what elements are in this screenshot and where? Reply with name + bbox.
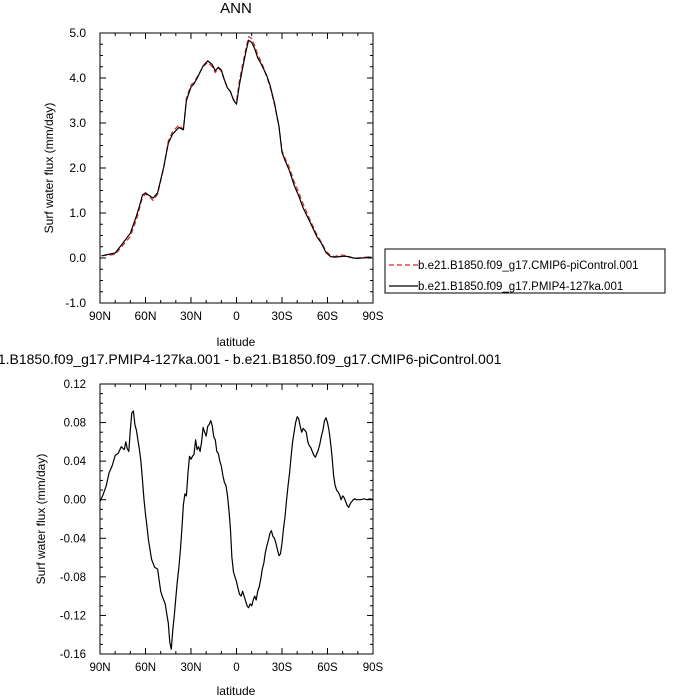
bottom-axis-ticks (99, 383, 374, 655)
top-x-tick-label: 60S (317, 309, 338, 323)
bottom-y-tick-label: -0.04 (60, 533, 87, 545)
bottom-chart-panel: b.e21.B1850.f09_g17.PMIP4-127ka.001 - b.… (0, 351, 502, 698)
bottom-chart-title: b.e21.B1850.f09_g17.PMIP4-127ka.001 - b.… (0, 351, 502, 367)
top-y-tick-label: 1.0 (69, 206, 86, 220)
bottom-series-line-0 (99, 410, 374, 650)
top-axis-ticks (99, 32, 374, 304)
top-x-tick-label: 30S (271, 309, 292, 323)
top-series-line-1 (101, 39, 372, 259)
bottom-y-tick-label: 0.08 (64, 418, 86, 430)
bottom-x-tick-label: 90S (363, 662, 384, 674)
top-y-tick-label: 3.0 (69, 116, 86, 130)
top-y-tick-label: 4.0 (69, 71, 86, 85)
bottom-y-tick-label: 0.00 (64, 495, 86, 507)
legend-label-picontrol: b.e21.B1850.f09_g17.CMIP6-piControl.001 (418, 260, 639, 272)
legend-box (384, 248, 666, 294)
top-plot-frame (99, 32, 374, 304)
bottom-y-tick-label: -0.12 (60, 610, 86, 622)
bottom-plot-frame (99, 383, 374, 655)
top-x-tick-label: 90S (362, 309, 383, 323)
bottom-y-axis-label: Surf water flux (mm/day) (34, 454, 48, 585)
bottom-x-tick-label: 0 (233, 662, 239, 674)
top-y-tick-label: -1.0 (65, 296, 86, 310)
bottom-y-tick-label: 0.04 (64, 456, 87, 468)
top-x-tick-label: 0 (233, 309, 240, 323)
top-chart-title: ANN (220, 0, 252, 17)
top-x-tick-label: 30N (180, 309, 202, 323)
top-x-tick-label: 60N (134, 309, 156, 323)
top-y-tick-label: 0.0 (69, 251, 86, 265)
top-axis-tick-labels: 90N 60N 30N 0 30S 60S 90S -1.0 0.0 1.0 2.0 3.0 4.0 5.… (65, 26, 383, 323)
top-chart-panel: ANN Surf water flux (mm/day) latitude 90… (42, 0, 666, 349)
top-x-axis-label: latitude (217, 335, 256, 349)
bottom-x-tick-label: 90N (89, 662, 110, 674)
bottom-series-lines (99, 410, 374, 650)
bottom-y-tick-label: -0.08 (60, 572, 86, 584)
top-series-line-0 (101, 35, 372, 259)
legend: b.e21.B1850.f09_g17.CMIP6-piControl.001 … (384, 248, 666, 294)
legend-label-127ka: b.e21.B1850.f09_g17.PMIP4-127ka.001 (418, 281, 623, 293)
bottom-x-tick-label: 60N (135, 662, 156, 674)
top-y-axis-label: Surf water flux (mm/day) (42, 103, 56, 234)
bottom-y-tick-label: -0.16 (60, 649, 86, 661)
bottom-x-axis-label: latitude (217, 684, 256, 698)
top-x-tick-label: 90N (89, 309, 111, 323)
top-y-tick-label: 5.0 (69, 26, 86, 40)
top-y-tick-label: 2.0 (69, 161, 86, 175)
bottom-y-tick-label: 0.12 (64, 379, 86, 391)
bottom-axis-tick-labels: 90N 60N 30N 0 30S 60S 90S -0.16 -0.12 -0.08 -0.04 0… (60, 379, 384, 674)
bottom-x-tick-label: 60S (317, 662, 338, 674)
bottom-x-tick-label: 30N (180, 662, 201, 674)
top-series-lines (101, 35, 372, 259)
bottom-x-tick-label: 30S (272, 662, 293, 674)
